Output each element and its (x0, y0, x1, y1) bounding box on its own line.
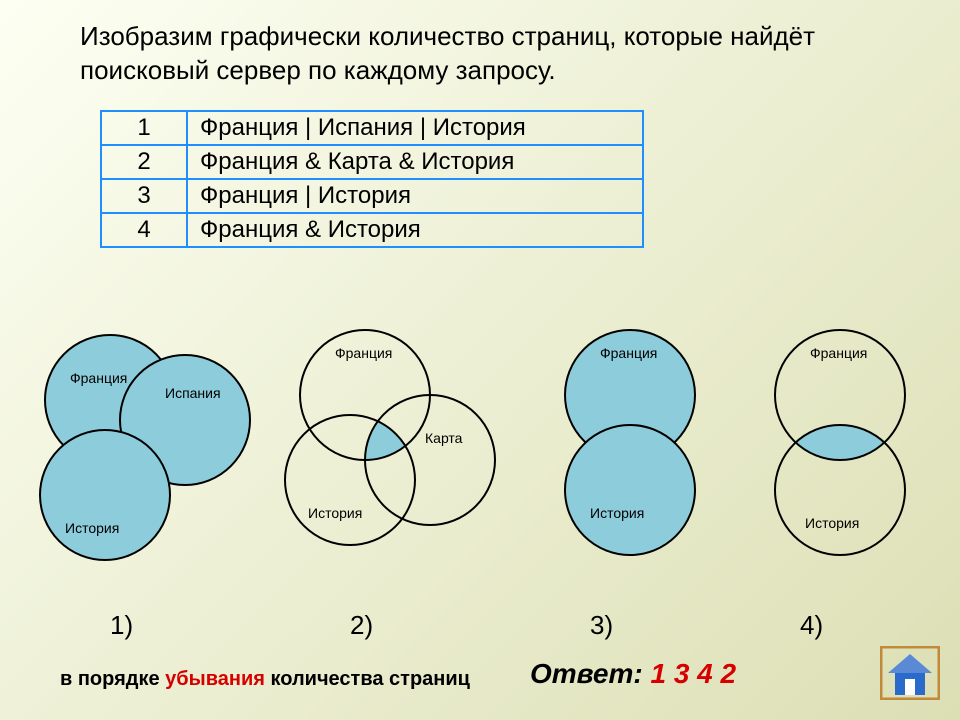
slide-title: Изобразим графически количество страниц,… (80, 20, 880, 88)
diagram-number-2: 2) (350, 610, 373, 641)
table-row: 2 Франция & Карта & История (101, 145, 643, 179)
row-query: Франция & История (187, 213, 643, 247)
diagram-4: Франция История (740, 320, 940, 600)
footer-note: в порядке убывания количества страниц (60, 668, 470, 691)
label-istoriya: История (308, 505, 362, 521)
answer-label: Ответ: (530, 658, 650, 689)
row-query: Франция & Карта & История (187, 145, 643, 179)
label-istoriya: История (805, 515, 859, 531)
diagram-2: Франция Карта История (270, 320, 510, 600)
label-istoriya: История (590, 505, 644, 521)
row-number: 4 (101, 213, 187, 247)
label-ispaniya: Испания (165, 385, 221, 401)
row-query: Франция | История (187, 179, 643, 213)
answer-value: 1 3 4 2 (650, 658, 736, 689)
row-query: Франция | Испания | История (187, 111, 643, 145)
venn-svg-1 (20, 320, 260, 600)
label-istoriya: История (65, 520, 119, 536)
row-number: 3 (101, 179, 187, 213)
label-frantsiya: Франция (70, 370, 127, 386)
slide: Изобразим графически количество страниц,… (0, 0, 960, 720)
venn-svg-2 (270, 320, 510, 600)
footer-prefix: в порядке (60, 668, 165, 690)
venn-svg-3 (530, 320, 730, 600)
label-frantsiya: Франция (600, 345, 657, 361)
answer: Ответ: 1 3 4 2 (530, 658, 736, 690)
diagram-3: Франция История (530, 320, 730, 600)
table-row: 3 Франция | История (101, 179, 643, 213)
label-karta: Карта (425, 430, 462, 446)
venn-svg-4 (740, 320, 940, 600)
label-frantsiya: Франция (810, 345, 867, 361)
table-row: 4 Франция & История (101, 213, 643, 247)
home-icon[interactable] (880, 646, 940, 700)
table-row: 1 Франция | Испания | История (101, 111, 643, 145)
diagram-number-4: 4) (800, 610, 823, 641)
footer-highlight: убывания (165, 668, 265, 690)
row-number: 1 (101, 111, 187, 145)
label-frantsiya: Франция (335, 345, 392, 361)
diagram-1: Франция Испания История (20, 320, 260, 600)
venn-diagrams: Франция Испания История Франция (20, 320, 940, 600)
diagram-number-1: 1) (110, 610, 133, 641)
row-number: 2 (101, 145, 187, 179)
diagram-number-3: 3) (590, 610, 613, 641)
footer-suffix: количества страниц (265, 668, 470, 690)
query-table: 1 Франция | Испания | История 2 Франция … (100, 110, 644, 248)
